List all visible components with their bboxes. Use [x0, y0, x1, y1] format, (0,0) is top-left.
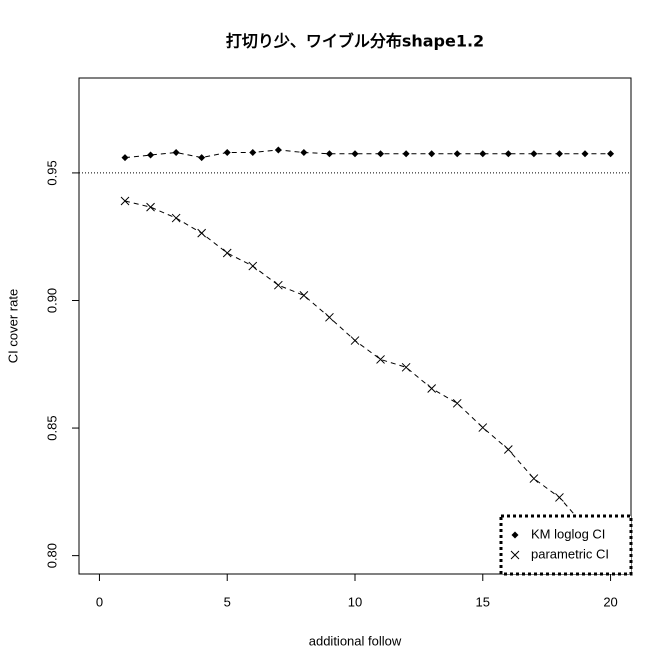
point	[300, 149, 308, 157]
y-tick-label: 0.85	[44, 415, 59, 440]
point	[377, 150, 385, 158]
x-tick-label: 15	[476, 594, 490, 609]
point	[325, 312, 334, 322]
point	[504, 150, 512, 158]
point	[223, 149, 231, 157]
point	[274, 146, 282, 154]
point	[555, 150, 563, 158]
point	[428, 150, 436, 158]
point	[146, 202, 155, 212]
point	[198, 154, 206, 162]
point	[427, 384, 437, 393]
x-axis-label: additional follow	[309, 633, 402, 648]
point	[171, 213, 181, 223]
point	[121, 154, 129, 162]
point	[529, 474, 539, 483]
x-tick-label: 20	[603, 594, 617, 609]
chart-title: 打切り少、ワイブル分布shape1.2	[226, 32, 484, 51]
point	[299, 291, 309, 300]
point	[401, 362, 411, 372]
point	[351, 150, 359, 158]
point	[325, 150, 333, 158]
point	[581, 150, 589, 158]
y-tick-label: 0.80	[44, 543, 59, 568]
x-tick-label: 0	[96, 594, 103, 609]
series-line	[124, 149, 611, 159]
y-axis-label: CI cover rate	[5, 289, 20, 363]
x-tick-label: 5	[224, 594, 231, 609]
point	[607, 150, 615, 158]
point	[273, 280, 283, 290]
point	[402, 150, 410, 158]
point	[248, 261, 258, 271]
legend-label: KM loglog CI	[531, 526, 605, 541]
x-tick-label: 10	[348, 594, 362, 609]
point	[120, 196, 130, 206]
legend-box	[499, 514, 633, 576]
point	[503, 445, 513, 454]
point	[197, 228, 207, 238]
point	[249, 149, 257, 157]
point	[479, 150, 487, 158]
point	[478, 423, 488, 432]
legend-marker	[511, 531, 519, 539]
point	[530, 150, 538, 158]
point	[222, 248, 232, 258]
point	[452, 398, 462, 408]
y-tick-label: 0.95	[44, 160, 59, 185]
point	[453, 150, 461, 158]
point	[172, 149, 180, 157]
point	[376, 355, 385, 364]
point	[350, 336, 360, 345]
point	[555, 493, 564, 502]
legend-marker	[510, 550, 520, 560]
legend-label: parametric CI	[531, 546, 609, 561]
y-tick-label: 0.90	[44, 288, 59, 313]
point	[147, 151, 155, 159]
series-line	[124, 200, 611, 544]
